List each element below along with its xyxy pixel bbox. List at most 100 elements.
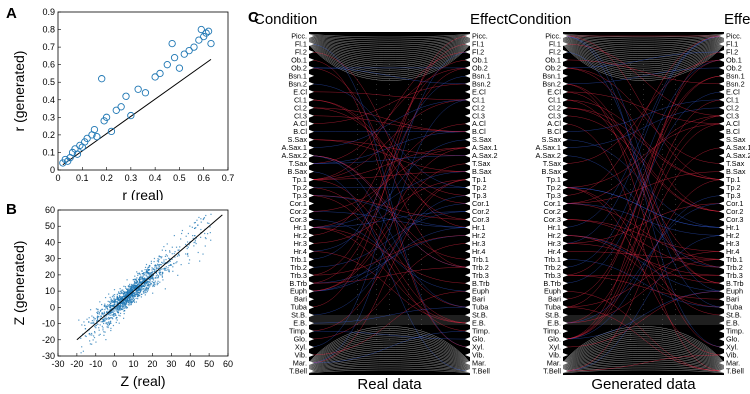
condition-instrument-label: Glo.	[294, 335, 307, 344]
chord-arc	[562, 43, 725, 79]
effect-instrument-label: Cl.1	[472, 95, 485, 104]
panel-b-point	[91, 320, 94, 322]
panel-b-point	[153, 257, 156, 260]
condition-marker	[309, 41, 314, 46]
panel-b-point	[124, 291, 126, 293]
panel-b-point	[194, 221, 196, 224]
panel-b-point	[200, 218, 202, 220]
panel-b-point	[164, 268, 166, 270]
panel-b-point	[128, 302, 130, 304]
effect-marker	[465, 129, 470, 134]
panel-b-point	[88, 317, 90, 319]
panel-b-point	[151, 271, 153, 273]
chord-line	[562, 83, 725, 348]
condition-marker	[563, 281, 568, 286]
panel-b-point	[109, 321, 112, 323]
panel-b-point	[123, 304, 125, 306]
panel-b-point	[119, 300, 122, 302]
panel-b-point	[86, 318, 88, 320]
panel-b-point	[129, 292, 131, 294]
effect-instrument-label: T.Bell	[726, 367, 744, 376]
panel-b-point	[168, 265, 170, 267]
panel-b-point	[138, 280, 141, 282]
panel-b-point	[200, 221, 202, 223]
panel-b-point	[101, 308, 103, 311]
panel-b-point	[108, 321, 110, 323]
chord-line	[562, 354, 725, 372]
panel-b-point	[133, 283, 135, 285]
chord-band	[563, 315, 724, 325]
panel-b-point	[103, 320, 105, 323]
effect-marker	[719, 89, 724, 94]
panel-a-xtick-label: 0	[55, 173, 60, 183]
chord-arc	[562, 326, 725, 363]
panel-b-point	[158, 256, 160, 258]
effect-instrument-label: Hr.2	[726, 231, 739, 240]
panel-b-point	[96, 320, 98, 322]
panel-b-point	[109, 301, 111, 303]
panel-b-point	[109, 296, 111, 299]
panel-b-point	[127, 296, 129, 298]
effect-marker	[465, 345, 470, 350]
panel-b-point	[204, 245, 206, 247]
panel-b-point	[188, 244, 190, 246]
effect-marker	[465, 225, 470, 230]
panel-b-point	[125, 291, 128, 293]
panel-b-xtick-label: 50	[204, 359, 214, 369]
chord-line	[562, 203, 725, 260]
panel-b-point	[113, 315, 115, 317]
panel-b-point	[125, 293, 127, 295]
panel-a-point	[202, 29, 210, 37]
panel-b-point	[114, 314, 116, 316]
panel-a-point	[93, 132, 101, 141]
panel-b-point	[116, 302, 119, 304]
panel-b-point	[121, 303, 124, 306]
condition-instrument-label: Trb.2	[544, 263, 561, 272]
effect-instrument-label: B.Sax	[472, 167, 492, 176]
panel-b-point	[123, 285, 125, 287]
panel-b-point	[123, 305, 125, 307]
effect-instrument-label: Ob.1	[726, 55, 742, 64]
condition-instrument-label: Cor.2	[544, 207, 561, 216]
effect-marker	[719, 105, 724, 110]
panel-b-point	[164, 262, 167, 264]
panel-b-point	[194, 235, 196, 237]
panel-b-ytick-label: 10	[45, 286, 55, 296]
condition-instrument-label: Vib.	[295, 351, 307, 360]
chord-line	[562, 155, 725, 268]
condition-instrument-label: Tp.2	[546, 183, 561, 192]
panel-b-point	[101, 312, 104, 314]
panel-b-point	[162, 271, 164, 274]
panel-a-scatter-plot: A 0 0.1 0.2 0.3 0.4 0.5 0.6 0.7 0 0.1 0.2 0.3 0.4 0.5 0…	[6, 5, 234, 200]
panel-b-point	[117, 297, 119, 299]
panel-b-point	[130, 299, 132, 301]
chord-line	[308, 251, 471, 324]
panel-b-point	[81, 324, 83, 326]
panel-b-point	[132, 293, 134, 296]
panel-b-point	[131, 301, 133, 304]
panel-b-point	[126, 306, 129, 309]
panel-b-point	[112, 324, 115, 327]
panel-b-point	[135, 278, 137, 280]
panel-b-point	[145, 282, 148, 284]
panel-b-point	[134, 284, 136, 286]
chord-arc	[562, 39, 725, 63]
panel-b-point	[149, 279, 151, 281]
panel-b-point	[99, 301, 101, 303]
panel-b-point	[118, 291, 120, 293]
chord-line	[562, 259, 725, 308]
effect-marker	[465, 305, 470, 310]
panel-b-point	[160, 264, 162, 266]
chord-lines	[308, 35, 471, 372]
panel-b-point	[103, 320, 105, 322]
condition-instrument-label: Cl.2	[294, 103, 307, 112]
effect-instrument-label: Cl.3	[472, 111, 485, 120]
chord-arc	[308, 340, 471, 367]
panel-b-point	[173, 262, 175, 265]
panel-b-point	[109, 322, 111, 324]
chord-arc	[308, 44, 471, 81]
panel-b-point	[119, 308, 121, 311]
condition-marker	[309, 257, 314, 262]
chord-line	[562, 147, 725, 340]
panel-b-point	[136, 286, 138, 288]
